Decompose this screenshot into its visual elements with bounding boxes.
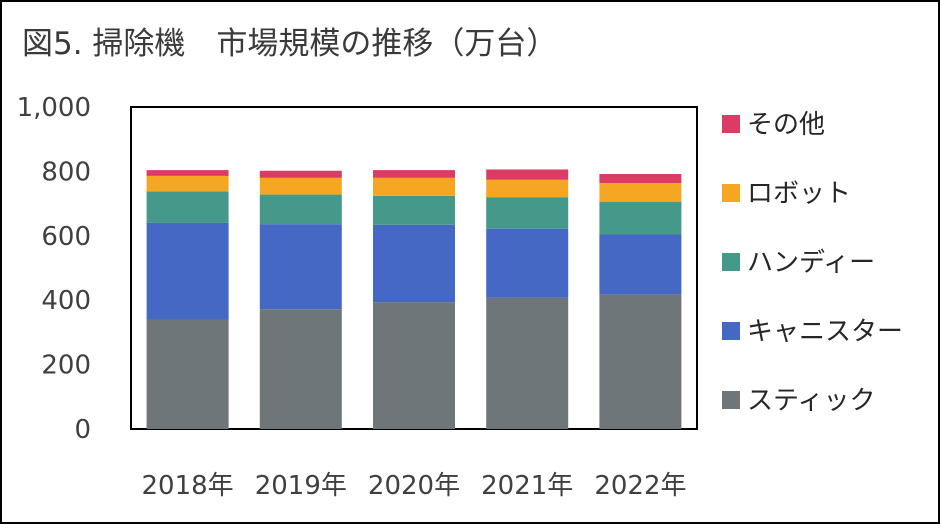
bar-segment	[373, 195, 455, 225]
y-tick-label: 0	[74, 415, 91, 445]
bar-segment	[146, 319, 229, 429]
bar-segment	[486, 197, 569, 229]
legend-label: キャニスター	[747, 317, 903, 347]
bar-segment	[259, 309, 342, 429]
bar-segment	[373, 170, 455, 178]
legend-swatch	[722, 391, 740, 409]
y-tick-label: 600	[41, 222, 91, 252]
bar-segment	[599, 201, 682, 235]
y-tick-label: 400	[41, 286, 91, 316]
bar-segment	[486, 228, 569, 298]
bar-segment	[259, 177, 342, 195]
bar-segment	[486, 297, 569, 429]
y-tick-label: 800	[41, 157, 91, 187]
y-tick-label: 200	[41, 351, 91, 381]
bar-segment	[146, 222, 229, 320]
legend-label: ハンディー	[747, 248, 875, 278]
bar-segment	[259, 224, 342, 310]
bar-segment	[486, 169, 569, 180]
y-tick-label: 1,000	[17, 93, 91, 123]
legend-label: ロボット	[747, 179, 851, 209]
bar-segment	[373, 177, 455, 196]
legend-label: スティック	[747, 386, 875, 416]
legend-swatch	[722, 253, 740, 271]
bar-segment	[146, 170, 229, 176]
bar-segment	[259, 170, 342, 178]
bar-segment	[373, 302, 455, 429]
x-tick-label: 2021年	[481, 471, 573, 501]
legend-swatch	[722, 115, 740, 133]
bar-segment	[146, 175, 229, 192]
legend-label: その他	[747, 110, 825, 140]
bar-segment	[486, 179, 569, 198]
bar-segment	[373, 224, 455, 303]
bar-segment	[599, 294, 682, 429]
bar-segment	[146, 191, 229, 223]
x-tick-label: 2022年	[594, 471, 686, 501]
x-tick-label: 2018年	[142, 471, 234, 501]
legend-swatch	[722, 184, 740, 202]
bar-segment	[599, 173, 682, 183]
bar-segment	[599, 234, 682, 295]
bar-segment	[599, 182, 682, 202]
bar-segment	[259, 194, 342, 225]
x-tick-label: 2019年	[255, 471, 347, 501]
chart-title: 図5. 掃除機 市場規模の推移（万台）	[22, 26, 558, 62]
legend-swatch	[722, 322, 740, 340]
x-tick-label: 2020年	[368, 471, 460, 501]
